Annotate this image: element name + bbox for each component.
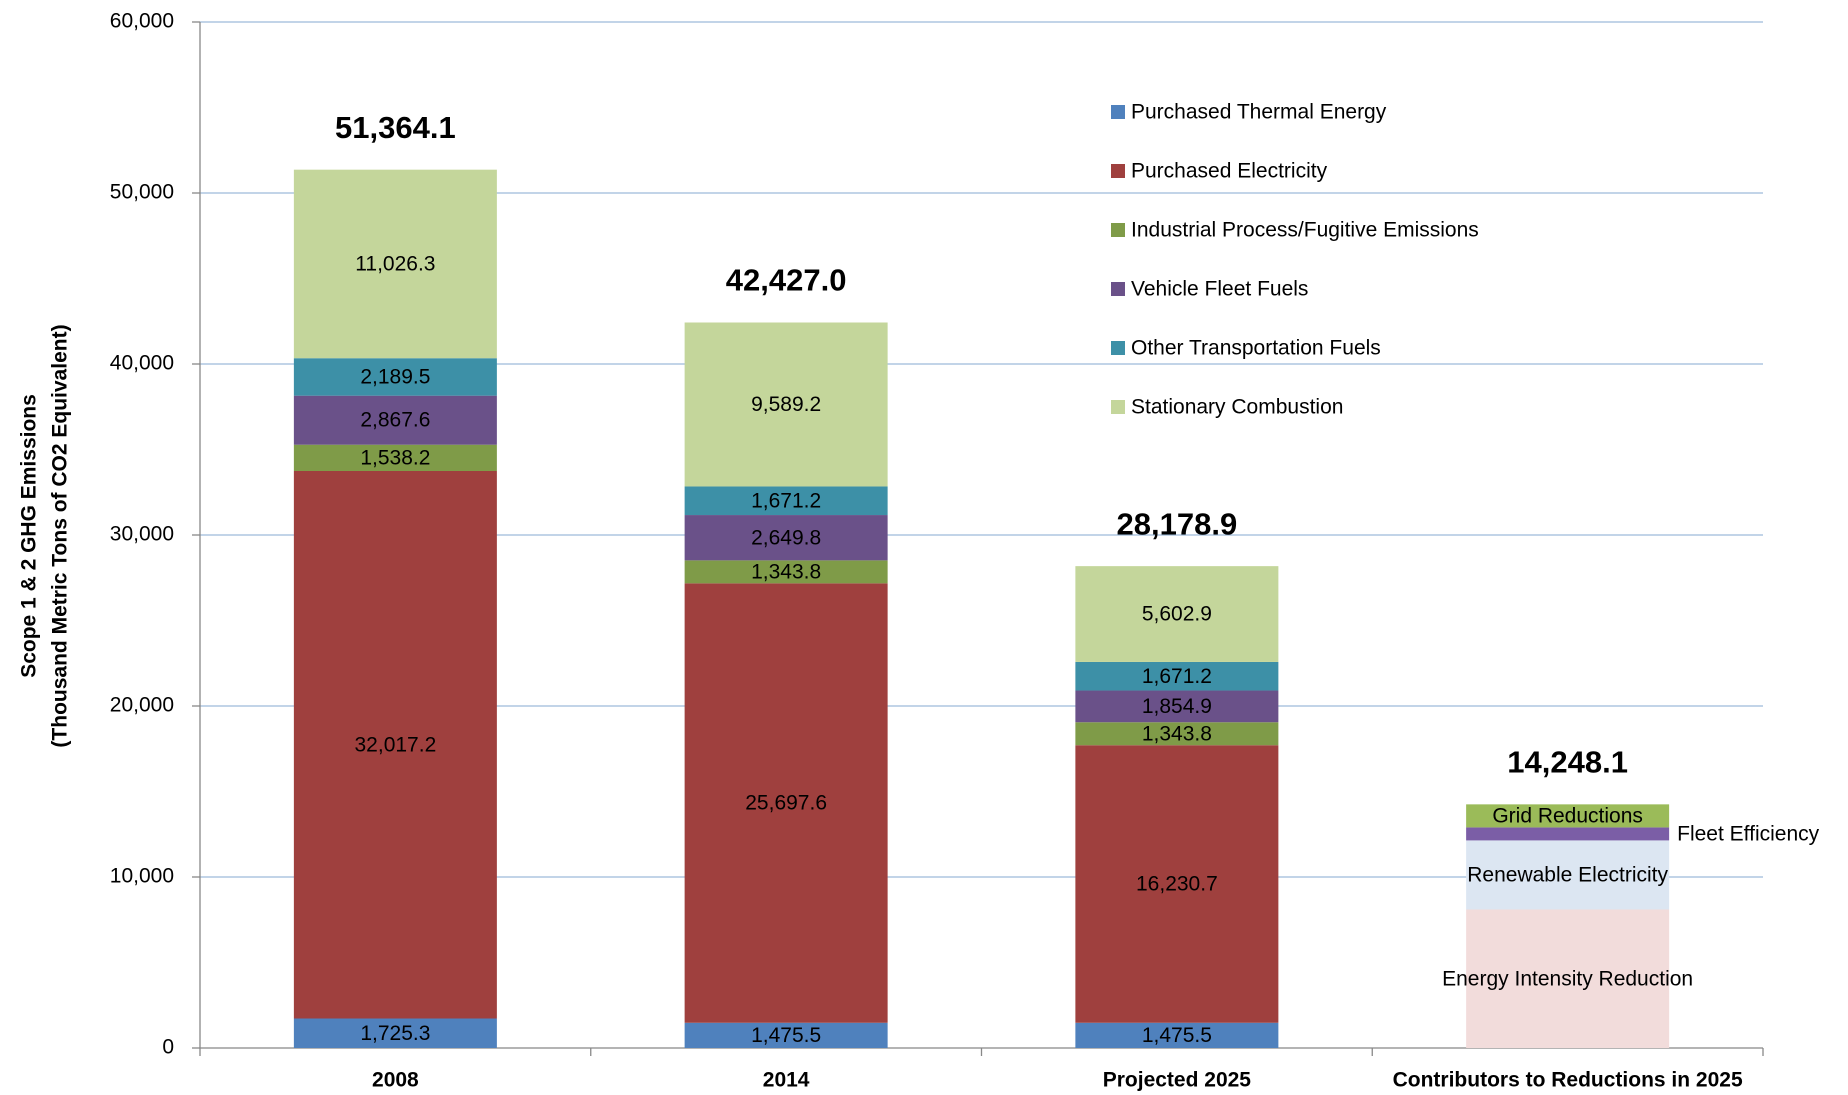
y-tick-label: 10,000 xyxy=(110,865,174,888)
y-tick-label: 20,000 xyxy=(110,694,174,717)
data-label: 1,343.8 xyxy=(1142,722,1212,745)
segment-name: Fleet Efficiency xyxy=(1677,822,1820,845)
total-label: 42,427.0 xyxy=(726,263,847,298)
y-tick-label: 30,000 xyxy=(110,523,174,546)
data-label: 1,854.9 xyxy=(1142,695,1212,718)
segment-name: Renewable Electricity xyxy=(1467,863,1668,886)
data-label: 5,602.9 xyxy=(1142,603,1212,626)
data-label: 9,589.2 xyxy=(751,393,821,416)
x-tick-label: 2014 xyxy=(763,1069,810,1092)
bar-segment xyxy=(293,444,497,472)
legend-swatch xyxy=(1111,105,1125,119)
bar-segment xyxy=(293,358,497,396)
legend-label: Stationary Combustion xyxy=(1131,396,1343,419)
bar-segment xyxy=(1075,1022,1279,1048)
x-tick-label: 2008 xyxy=(372,1069,419,1092)
bar-segment xyxy=(293,395,497,445)
legend-label: Other Transportation Fuels xyxy=(1131,337,1381,360)
data-label: 1,671.2 xyxy=(1142,665,1212,688)
bar-segment xyxy=(684,1022,888,1048)
data-label: 1,475.5 xyxy=(1142,1024,1212,1047)
bar-segment xyxy=(1466,804,1670,828)
data-label: 1,671.2 xyxy=(751,489,821,512)
y-axis-title: Scope 1 & 2 GHG Emissions (Thousand Metr… xyxy=(18,324,72,747)
data-label: 2,867.6 xyxy=(360,409,430,432)
y-tick-label: 50,000 xyxy=(110,181,174,204)
bar-segment xyxy=(293,1018,497,1048)
data-label: 1,475.5 xyxy=(751,1024,821,1047)
legend-label: Vehicle Fleet Fuels xyxy=(1131,278,1308,301)
y-tick-label: 60,000 xyxy=(110,10,174,33)
bar-segment xyxy=(1466,909,1670,1048)
data-label: 11,026.3 xyxy=(355,252,435,275)
y-axis-title-line: Scope 1 & 2 GHG Emissions xyxy=(18,394,41,678)
y-axis-title-line: (Thousand Metric Tons of CO2 Equivalent) xyxy=(49,324,72,747)
total-label: 51,364.1 xyxy=(335,110,456,145)
y-tick-label: 0 xyxy=(162,1036,174,1059)
bar-segment xyxy=(684,583,888,1023)
bar-segment xyxy=(1466,840,1670,910)
x-tick-label: Projected 2025 xyxy=(1103,1069,1252,1092)
data-label: 2,189.5 xyxy=(360,365,430,388)
segment-name: Energy Intensity Reduction xyxy=(1442,967,1693,990)
total-label: 14,248.1 xyxy=(1507,745,1628,780)
data-label: 1,538.2 xyxy=(360,446,430,469)
y-tick-label: 40,000 xyxy=(110,352,174,375)
total-label: 28,178.9 xyxy=(1117,506,1238,541)
x-tick-label: Contributors to Reductions in 2025 xyxy=(1393,1069,1743,1092)
legend-label: Industrial Process/Fugitive Emissions xyxy=(1131,219,1479,242)
legend-swatch xyxy=(1111,164,1125,178)
legend-label: Purchased Thermal Energy xyxy=(1131,101,1387,124)
bar-segment xyxy=(684,560,888,584)
bar-segment xyxy=(293,169,497,359)
legend-swatch xyxy=(1111,223,1125,237)
data-label: 32,017.2 xyxy=(355,733,437,756)
legend-swatch xyxy=(1111,400,1125,414)
bar-segment xyxy=(684,515,888,561)
segment-name: Grid Reductions xyxy=(1492,804,1643,827)
data-label: 16,230.7 xyxy=(1136,873,1218,896)
bar-segment xyxy=(1075,566,1279,662)
legend-label: Purchased Electricity xyxy=(1131,160,1328,183)
bar-segment xyxy=(293,471,497,1019)
legend-swatch xyxy=(1111,341,1125,355)
data-label: 2,649.8 xyxy=(751,526,821,549)
data-label: 1,725.3 xyxy=(360,1022,430,1045)
bar-segment xyxy=(1075,690,1279,723)
bar-segment xyxy=(1075,722,1279,746)
data-label: 25,697.6 xyxy=(745,792,827,815)
data-label: 1,343.8 xyxy=(751,560,821,583)
bar-segment xyxy=(1075,661,1279,691)
legend-swatch xyxy=(1111,282,1125,296)
bar-segment xyxy=(1075,745,1279,1023)
bar-segment xyxy=(1466,827,1670,841)
bar-segment xyxy=(684,486,888,516)
bar-segment xyxy=(684,322,888,487)
